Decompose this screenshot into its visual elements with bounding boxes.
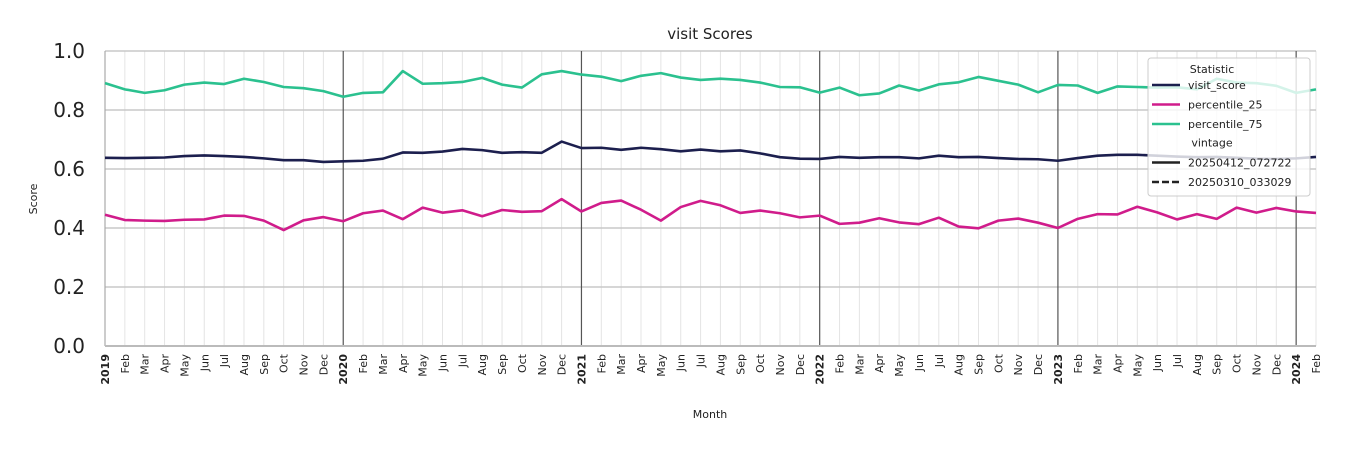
x-tick-label: Nov (536, 354, 549, 376)
x-tick-label: Nov (298, 354, 311, 376)
x-tick-label: Mar (853, 354, 866, 375)
series-line-percentile_75 (104, 69, 1317, 99)
legend-entry-label: 20250310_033029 (1188, 176, 1291, 189)
x-tick-label: Dec (1032, 354, 1045, 375)
x-tick-label: May (417, 354, 430, 377)
x-tick-label: Mar (1092, 354, 1105, 375)
series-lines (104, 69, 1317, 232)
x-tick-label: Oct (992, 353, 1005, 373)
x-tick-label: Sep (496, 354, 509, 375)
chart-title: visit Scores (667, 25, 753, 43)
x-tick-label: Apr (1111, 354, 1124, 374)
x-tick-label: Feb (595, 354, 608, 373)
x-tick-label: May (655, 354, 668, 377)
legend-entry-label: percentile_75 (1188, 118, 1263, 131)
x-tick-label: Oct (516, 353, 529, 373)
x-tick-label: Sep (1211, 354, 1224, 375)
x-tick-label: Oct (754, 353, 767, 373)
x-tick-label: Apr (159, 354, 172, 374)
series-line-percentile_25 (104, 197, 1317, 232)
x-tick-label: Sep (258, 354, 271, 375)
x-tick-label: Feb (357, 354, 370, 373)
legend-subtitle: vintage (1191, 137, 1233, 150)
x-tick-label: Feb (119, 354, 132, 373)
y-tick-label: 0.2 (53, 275, 85, 299)
x-tick-label: Jun (675, 354, 688, 372)
grid (105, 50, 1317, 347)
y-tick-label: 0.8 (53, 98, 85, 122)
x-tick-label: Jun (913, 354, 926, 372)
x-tick-label: Aug (953, 354, 966, 375)
y-tick-label: 1.0 (53, 39, 85, 63)
x-tick-label: 2019 (99, 354, 112, 385)
x-tick-label: Aug (476, 354, 489, 375)
x-tick-label: Nov (1250, 354, 1263, 376)
x-tick-label: Apr (635, 354, 648, 374)
x-tick-label: Mar (615, 354, 628, 375)
x-tick-label: May (178, 354, 191, 377)
x-tick-label: 2022 (814, 354, 827, 385)
legend-box (1147, 57, 1311, 197)
x-tick-label: Sep (734, 354, 747, 375)
x-tick-label: 2023 (1052, 354, 1065, 385)
x-tick-label: Nov (774, 354, 787, 376)
x-tick-label: Aug (1191, 354, 1204, 375)
x-tick-label: Aug (714, 354, 727, 375)
x-tick-label: Aug (238, 354, 251, 375)
x-tick-label: Jul (933, 354, 946, 368)
legend-entry-label: percentile_25 (1188, 99, 1263, 112)
x-axis-label: Month (693, 408, 728, 421)
tick-labels: 0.0 0.2 0.4 0.6 0.8 1.0 2019 Feb Mar Apr May Jun Jul… (53, 39, 1323, 385)
x-tick-label: Nov (1012, 354, 1025, 376)
x-tick-label: Jul (218, 354, 231, 368)
y-tick-label: 0.6 (53, 157, 85, 181)
x-tick-label: Jun (436, 354, 449, 372)
legend-entry-label: visit_score (1188, 79, 1246, 92)
x-tick-label: May (893, 354, 906, 377)
x-tick-label: 2020 (337, 354, 350, 385)
x-tick-label: 2021 (575, 354, 588, 385)
y-tick-label: 0.0 (53, 334, 85, 358)
x-tick-label: Apr (397, 354, 410, 374)
x-tick-label: Feb (1310, 354, 1323, 373)
x-tick-label: Apr (873, 354, 886, 374)
y-tick-label: 0.4 (53, 216, 85, 240)
x-tick-label: Oct (1231, 353, 1244, 373)
x-tick-label: Feb (834, 354, 847, 373)
x-tick-label: Dec (1270, 354, 1283, 375)
y-axis-label: Score (27, 183, 40, 214)
axes (104, 51, 1316, 347)
x-tick-label: Jul (1171, 354, 1184, 368)
legend-entry-label: 20250412_072722 (1188, 157, 1291, 170)
x-tick-label: Dec (794, 354, 807, 375)
x-tick-label: May (1131, 354, 1144, 377)
x-tick-label: 2024 (1290, 354, 1303, 385)
x-tick-label: Jun (1151, 354, 1164, 372)
series-line-visit_score (104, 140, 1317, 164)
x-tick-label: Sep (973, 354, 986, 375)
x-tick-label: Mar (377, 354, 390, 375)
x-tick-label: Dec (556, 354, 569, 375)
x-tick-label: Feb (1072, 354, 1085, 373)
x-tick-label: Jul (456, 354, 469, 368)
legend: Statistic visit_score percentile_25percent… (1147, 57, 1311, 197)
x-tick-label: Jul (695, 354, 708, 368)
x-tick-label: Jun (198, 354, 211, 372)
x-tick-label: Oct (278, 353, 291, 373)
x-tick-label: Dec (317, 354, 330, 375)
x-tick-label: Mar (139, 354, 152, 375)
legend-title: Statistic (1190, 63, 1235, 76)
